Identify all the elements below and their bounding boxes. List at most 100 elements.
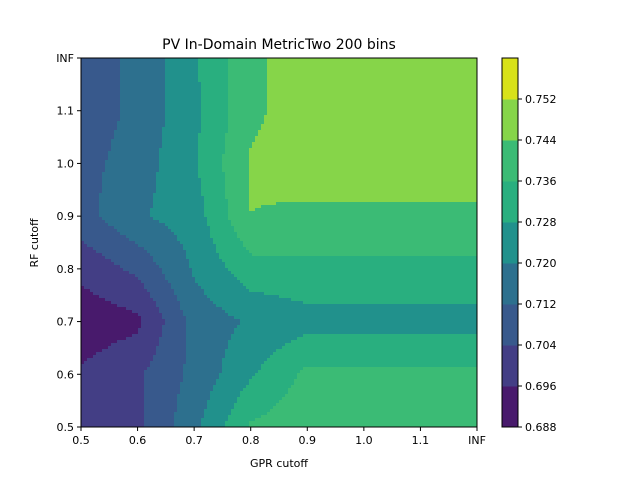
contour-cell xyxy=(162,133,166,137)
contour-cell xyxy=(99,145,103,149)
contour-cell xyxy=(141,388,145,392)
contour-cell xyxy=(135,217,139,221)
contour-cell xyxy=(93,184,97,188)
contour-cell xyxy=(105,58,109,62)
contour-cell xyxy=(132,142,136,146)
contour-cell xyxy=(111,262,115,266)
contour-cell xyxy=(87,319,91,323)
contour-cell xyxy=(132,241,136,245)
contour-cell xyxy=(192,178,196,182)
contour-cell xyxy=(84,421,88,425)
contour-cell xyxy=(102,124,106,128)
contour-cell xyxy=(198,259,202,263)
contour-cell xyxy=(150,190,154,194)
contour-cell xyxy=(147,73,151,77)
contour-cell xyxy=(135,199,139,203)
contour-cell xyxy=(171,310,175,314)
contour-cell xyxy=(141,226,145,230)
contour-cell xyxy=(81,82,85,86)
contour-cell xyxy=(114,241,118,245)
contour-cell xyxy=(171,379,175,383)
contour-cell xyxy=(144,172,148,176)
contour-cell xyxy=(123,382,127,386)
contour-cell xyxy=(147,280,151,284)
contour-cell xyxy=(180,268,184,272)
contour-cell xyxy=(117,160,121,164)
contour-cell xyxy=(168,388,172,392)
contour-cell xyxy=(90,79,94,83)
contour-cell xyxy=(117,241,121,245)
contour-cell xyxy=(87,196,91,200)
contour-cell xyxy=(156,232,160,236)
contour-cell xyxy=(183,178,187,182)
contour-cell xyxy=(150,358,154,362)
contour-cell xyxy=(111,406,115,410)
contour-cell xyxy=(111,160,115,164)
contour-cell xyxy=(168,214,172,218)
contour-cell xyxy=(135,61,139,65)
contour-cell xyxy=(138,133,142,137)
contour-cell xyxy=(117,364,121,368)
contour-cell xyxy=(93,322,97,326)
contour-cell xyxy=(132,232,136,236)
contour-cell xyxy=(192,331,196,335)
contour-cell xyxy=(162,358,166,362)
contour-cell xyxy=(102,154,106,158)
contour-cell xyxy=(132,124,136,128)
contour-cell xyxy=(171,268,175,272)
contour-cell xyxy=(147,298,151,302)
contour-cell xyxy=(132,118,136,122)
contour-cell xyxy=(96,286,100,290)
contour-cell xyxy=(87,307,91,311)
contour-cell xyxy=(144,370,148,374)
contour-cell xyxy=(153,196,157,200)
contour-cell xyxy=(156,280,160,284)
contour-cell xyxy=(180,406,184,410)
contour-cell xyxy=(81,277,85,281)
contour-cell xyxy=(114,64,118,68)
contour-cell xyxy=(144,244,148,248)
contour-cell xyxy=(162,391,166,395)
contour-cell xyxy=(198,211,202,215)
contour-cell xyxy=(198,364,202,368)
contour-cell xyxy=(159,388,163,392)
contour-cell xyxy=(90,112,94,116)
contour-cell xyxy=(111,313,115,317)
contour-cell xyxy=(156,253,160,257)
contour-cell xyxy=(105,271,109,275)
contour-cell xyxy=(195,256,199,260)
contour-cell xyxy=(111,256,115,260)
contour-cell xyxy=(96,73,100,77)
contour-cell xyxy=(132,400,136,404)
contour-cell xyxy=(162,70,166,74)
contour-cell xyxy=(126,343,130,347)
contour-cell xyxy=(177,181,181,185)
contour-cell xyxy=(165,166,169,170)
contour-cell xyxy=(138,385,142,389)
contour-cell xyxy=(150,97,154,101)
contour-cell xyxy=(144,337,148,341)
contour-cell xyxy=(81,79,85,83)
contour-cell xyxy=(168,79,172,83)
contour-cell xyxy=(183,205,187,209)
contour-cell xyxy=(84,112,88,116)
contour-cell xyxy=(150,364,154,368)
contour-cell xyxy=(108,388,112,392)
contour-cell xyxy=(99,310,103,314)
contour-cell xyxy=(180,292,184,296)
contour-cell xyxy=(198,316,202,320)
contour-cell xyxy=(150,250,154,254)
contour-cell xyxy=(123,73,127,77)
contour-cell xyxy=(159,175,163,179)
contour-cell xyxy=(96,145,100,149)
contour-cell xyxy=(186,412,190,416)
contour-cell xyxy=(141,382,145,386)
contour-cell xyxy=(165,238,169,242)
contour-cell xyxy=(84,376,88,380)
contour-cell xyxy=(165,358,169,362)
contour-cell xyxy=(192,253,196,257)
contour-cell xyxy=(171,244,175,248)
contour-cell xyxy=(117,61,121,65)
contour-cell xyxy=(135,184,139,188)
contour-cell xyxy=(183,151,187,155)
